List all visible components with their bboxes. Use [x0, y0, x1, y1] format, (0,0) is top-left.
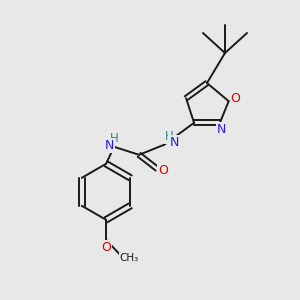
- Text: H: H: [165, 130, 173, 143]
- Text: N: N: [104, 139, 114, 152]
- Text: N: N: [217, 123, 226, 136]
- Text: N: N: [169, 136, 179, 149]
- Text: H: H: [110, 132, 118, 145]
- Text: O: O: [231, 92, 241, 105]
- Text: O: O: [101, 241, 111, 254]
- Text: CH₃: CH₃: [119, 253, 139, 263]
- Text: O: O: [158, 164, 168, 177]
